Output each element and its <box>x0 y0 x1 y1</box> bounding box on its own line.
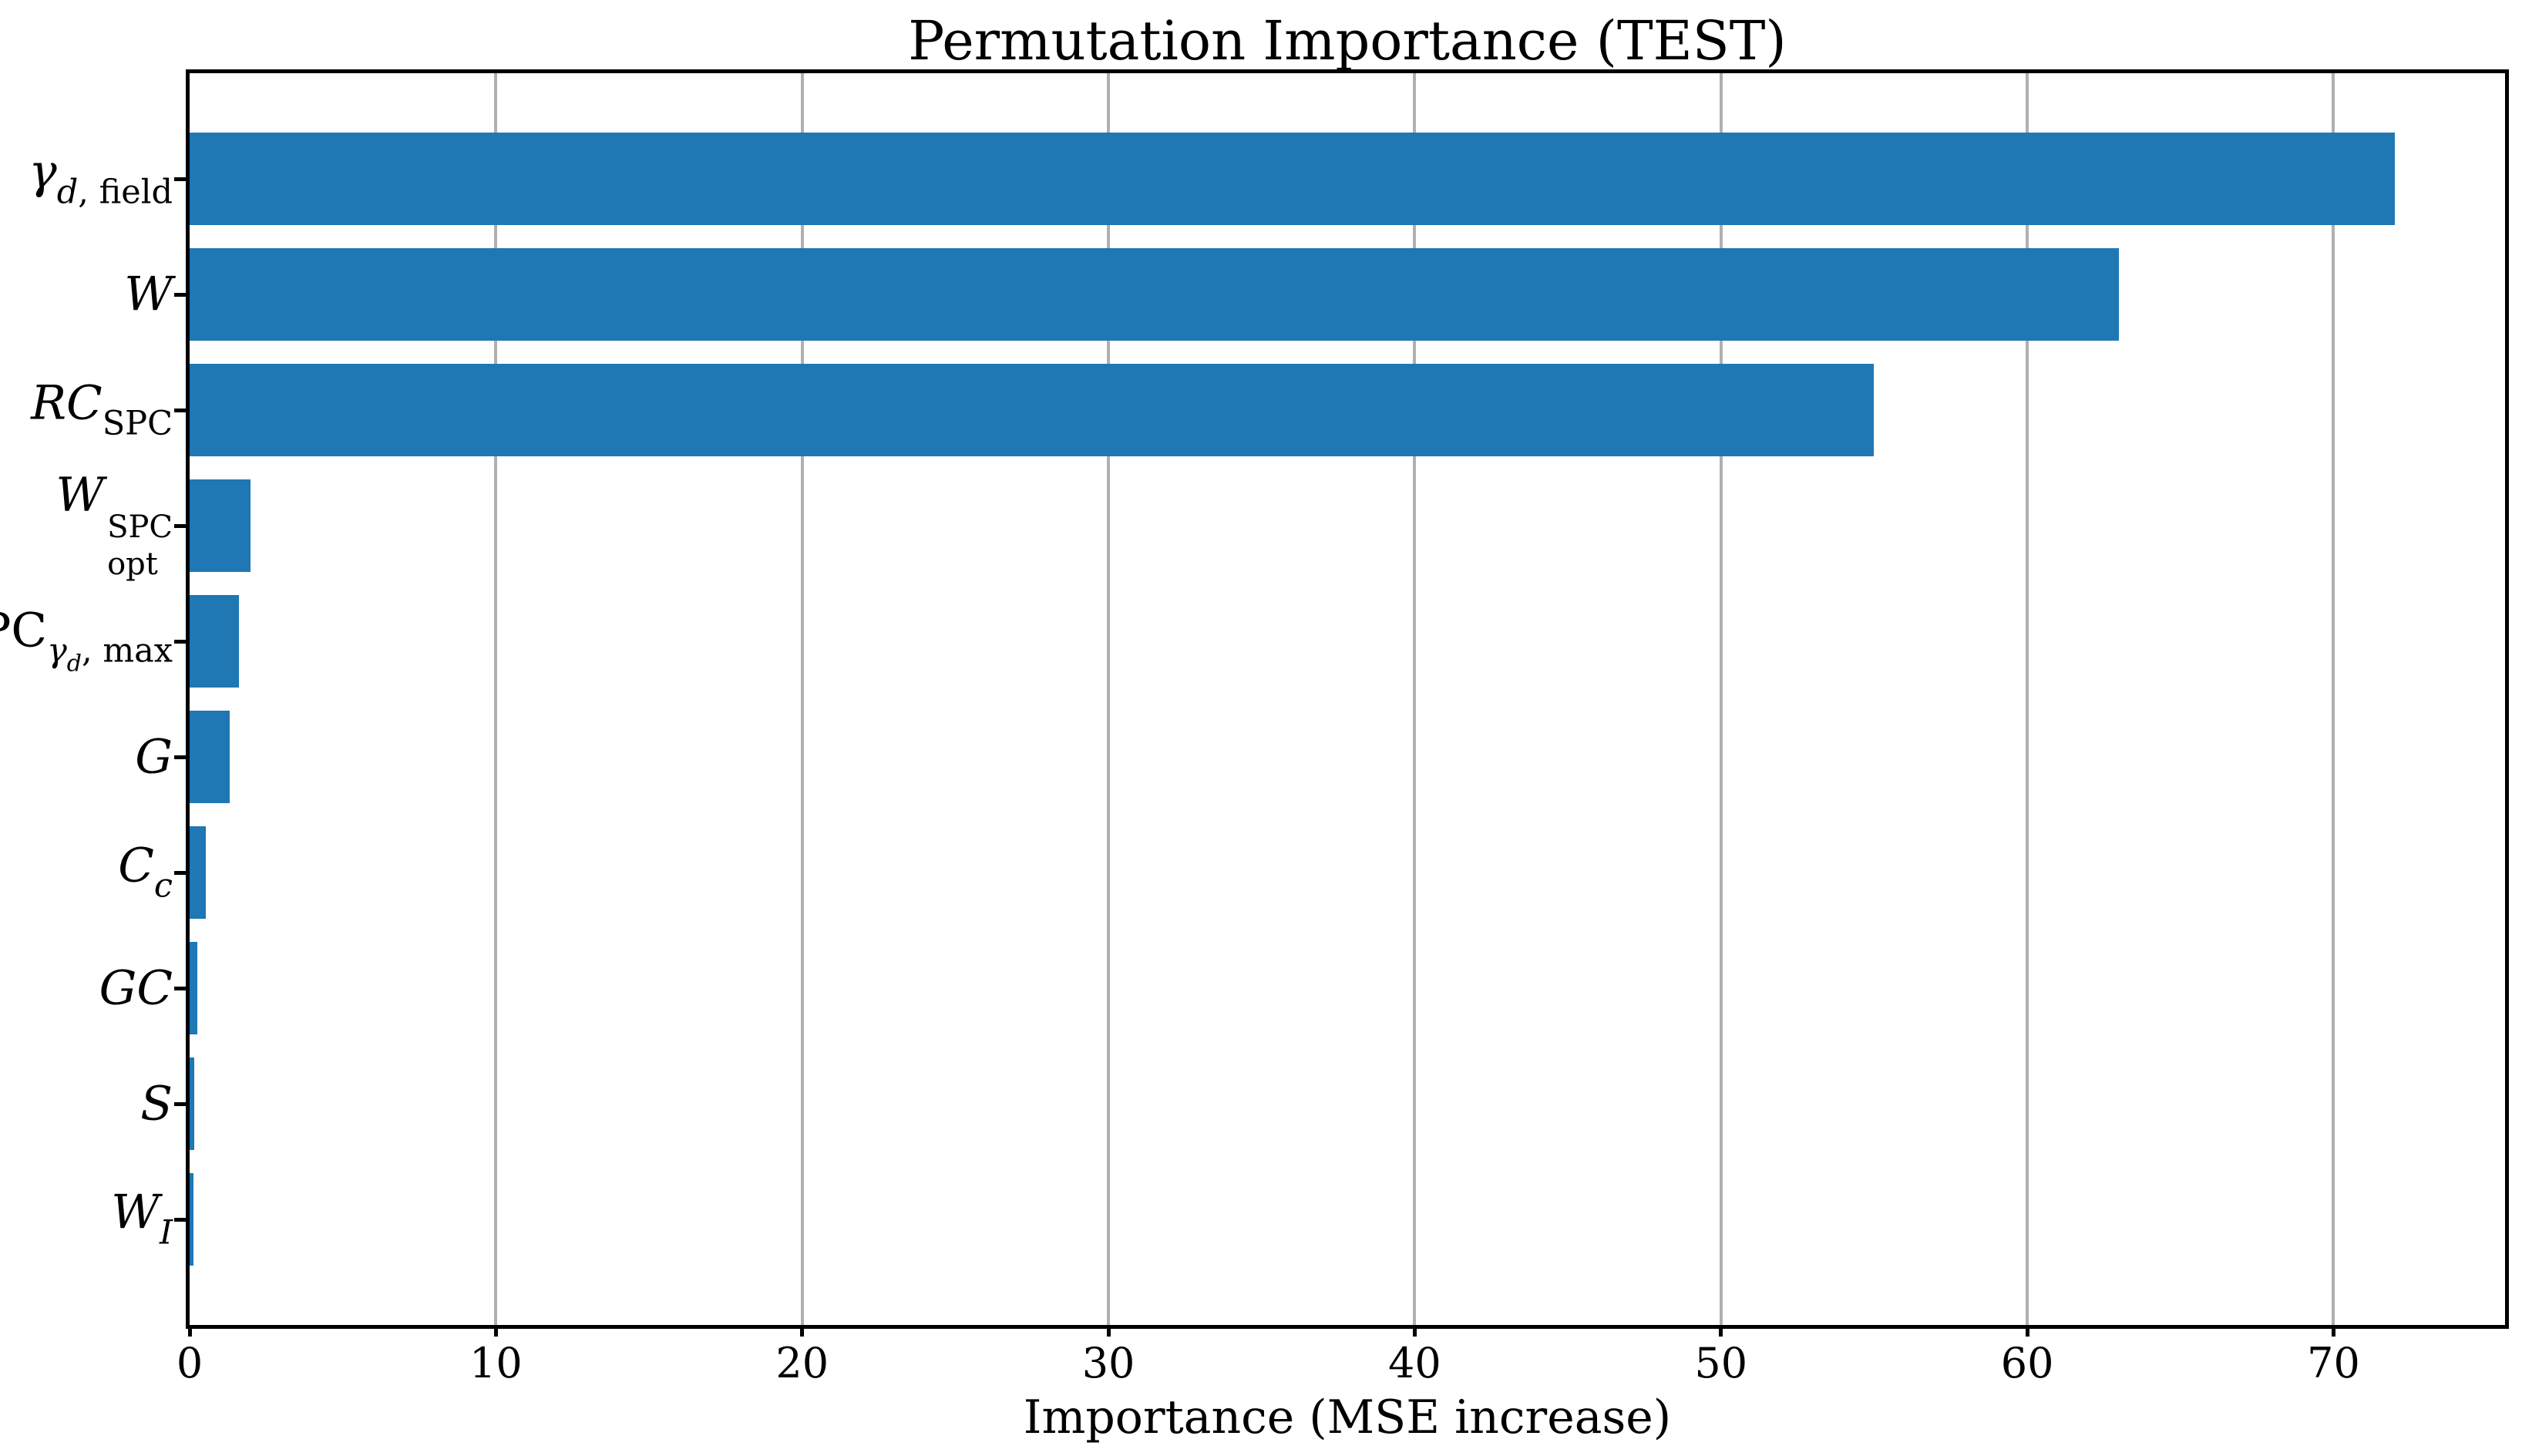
x-tick-label-50: 50 <box>1694 1339 1748 1387</box>
x-tick-mark-60 <box>2025 1325 2029 1337</box>
y-axis-label-GC: GC <box>99 960 173 1016</box>
bar-gamma_d_field <box>190 133 2395 225</box>
y-axis-label-W: W <box>124 267 173 322</box>
x-tick-mark-40 <box>1412 1325 1417 1337</box>
gridline-40 <box>1413 73 1417 1325</box>
y-tick-mark-W <box>174 292 186 297</box>
bar-W_I <box>190 1173 193 1266</box>
gridline-70 <box>2332 73 2335 1325</box>
bar-C_c <box>190 826 207 919</box>
x-tick-mark-70 <box>2331 1325 2335 1337</box>
gridline-60 <box>2026 73 2029 1325</box>
y-tick-mark-W_I <box>174 1217 186 1222</box>
x-tick-mark-30 <box>1106 1325 1111 1337</box>
x-tick-label-0: 0 <box>176 1339 203 1387</box>
gridline-50 <box>1719 73 1723 1325</box>
x-tick-mark-0 <box>187 1325 192 1337</box>
x-tick-label-10: 10 <box>469 1339 523 1387</box>
y-axis-label-RC_SPC: RCSPC <box>31 375 173 443</box>
y-tick-mark-SPC_gamma_d_max <box>174 639 186 644</box>
y-tick-mark-C_c <box>174 870 186 875</box>
x-tick-label-60: 60 <box>2000 1339 2054 1387</box>
x-tick-label-70: 70 <box>2307 1339 2360 1387</box>
x-tick-mark-50 <box>1719 1325 1723 1337</box>
x-axis-label: Importance (MSE increase) <box>1023 1390 1672 1444</box>
gridline-30 <box>1107 73 1111 1325</box>
y-tick-mark-W_opt_SPC <box>174 523 186 528</box>
bar-S <box>190 1058 194 1150</box>
x-tick-label-40: 40 <box>1388 1339 1441 1387</box>
bar-SPC_gamma_d_max <box>190 595 239 688</box>
plot-area <box>186 69 2509 1329</box>
label-superscript-subscript: SPC opt <box>107 509 173 582</box>
x-tick-mark-20 <box>800 1325 805 1337</box>
y-axis-label-gamma_d_field: γd, field <box>29 144 173 212</box>
x-tick-label-20: 20 <box>775 1339 829 1387</box>
y-axis-label-C_c: Cc <box>118 838 173 906</box>
y-tick-mark-gamma_d_field <box>174 177 186 181</box>
bar-RC_SPC <box>190 364 1875 456</box>
bar-W_opt_SPC <box>190 479 251 572</box>
y-axis-label-G: G <box>135 729 173 785</box>
y-tick-mark-GC <box>174 986 186 990</box>
bar-G <box>190 711 230 803</box>
bar-GC <box>190 942 197 1034</box>
x-tick-label-30: 30 <box>1081 1339 1135 1387</box>
y-axis-label-SPC_gamma_d_max: SPCγd, max <box>0 603 173 678</box>
x-tick-mark-10 <box>493 1325 498 1337</box>
gridline-10 <box>494 73 498 1325</box>
y-tick-mark-G <box>174 755 186 759</box>
y-axis-label-W_opt_SPC: W SPC opt <box>55 468 173 582</box>
y-tick-mark-S <box>174 1101 186 1106</box>
y-axis-label-S: S <box>140 1076 173 1132</box>
bar-W <box>190 248 2120 341</box>
y-tick-mark-RC_SPC <box>174 408 186 412</box>
y-axis-label-W_I: WI <box>111 1185 173 1253</box>
gridline-20 <box>800 73 804 1325</box>
chart-title: Permutation Importance (TEST) <box>908 9 1787 72</box>
